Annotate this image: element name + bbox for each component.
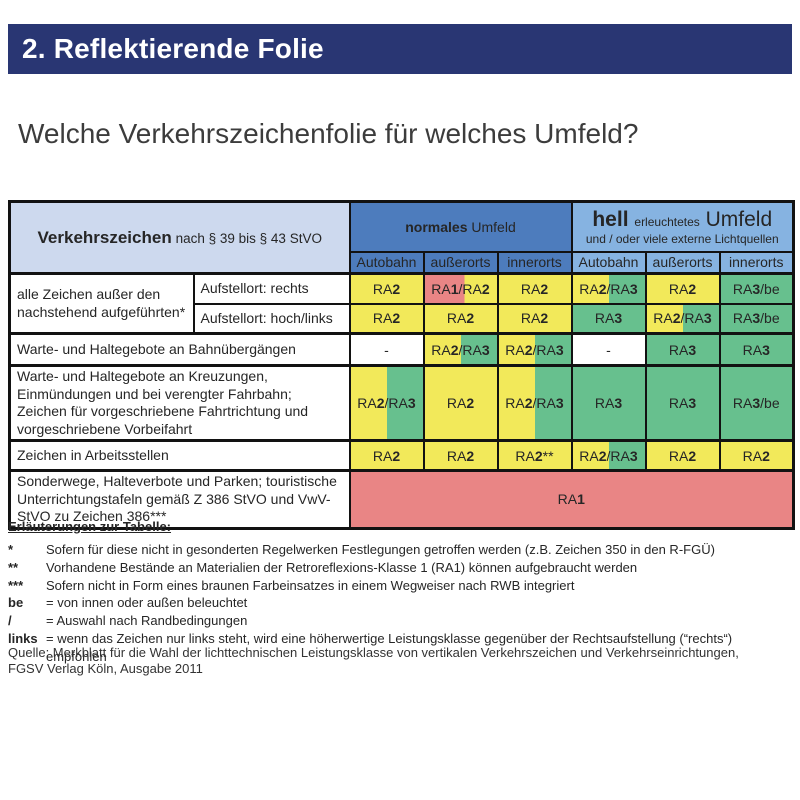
table-header-verkehrszeichen-rest: nach § 39 bis § 43 StVO (175, 230, 322, 246)
ra-cell: RA3/be (718, 272, 795, 305)
footnote-symbol: * (8, 542, 14, 557)
col-header-autobahn-hell: Autobahn (570, 250, 647, 275)
source-line2: FGSV Verlag Köln, Ausgabe 2011 (8, 661, 203, 676)
footnote-symbol: *** (8, 577, 24, 593)
footnote-item: / = Auswahl nach Randbedingungen (8, 612, 792, 630)
col-header-autobahn-normal: Autobahn (348, 250, 425, 275)
col-header-ausserorts-hell: außerorts (644, 250, 721, 275)
ra-cell: RA3/be (718, 302, 795, 335)
ra-cell: RA2 (348, 439, 425, 472)
normales-bold: normales (405, 218, 468, 235)
table-header-normales-umfeld: normales Umfeld (348, 200, 573, 253)
verkehrszeichen-folie-table: Verkehrszeichen nach § 39 bis § 43 StVO … (8, 200, 795, 530)
table-header-verkehrszeichen: Verkehrszeichen nach § 39 bis § 43 StVO (8, 200, 351, 275)
row-label-kreuzungen: Warte- und Haltegebote an Kreuzungen, Ei… (8, 364, 351, 442)
table-row: Zeichen in Arbeitsstellen RA2 RA2 RA2** … (8, 439, 795, 472)
row-label-arbeitsstellen: Zeichen in Arbeitsstellen (8, 439, 351, 472)
normales-rest: Umfeld (471, 218, 516, 235)
ra-cell: RA2 (348, 302, 425, 335)
footnote-text: Sofern nicht in Form eines braunen Farbe… (46, 577, 575, 593)
footnote-item: *** Sofern nicht in Form eines braunen F… (8, 577, 792, 595)
section-header-bar: 2. Reflektierende Folie (8, 24, 792, 74)
footnotes-heading: Erläuterungen zur Tabelle: (8, 519, 172, 534)
ra-cell: RA3/be (718, 364, 795, 442)
table-header-verkehrszeichen-bold: Verkehrszeichen (37, 227, 172, 247)
ra-cell: RA2 (644, 439, 721, 472)
section-title: 2. Reflektierende Folie (22, 33, 324, 64)
hell-mid: erleuchtetes (634, 214, 700, 229)
ra-cell: RA2 (422, 364, 499, 442)
footnote-text: Sofern für diese nicht in gesonderten Re… (46, 542, 715, 557)
col-header-innerorts-hell: innerorts (718, 250, 795, 275)
page-title: Welche Verkehrszeichenfolie für welches … (18, 118, 639, 149)
source-note: Quelle: Merkblatt für die Wahl der licht… (8, 645, 792, 677)
footnotes: Erläuterungen zur Tabelle: * Sofern für … (8, 519, 792, 666)
table-row: alle Zeichen außer den nachstehend aufge… (8, 272, 795, 335)
ra-cell: RA3 (718, 332, 795, 367)
ra-cell: RA2 (422, 302, 499, 335)
ra-cell: RA2 (496, 272, 573, 305)
ra-cell: - (348, 332, 425, 367)
ra-cell: RA3 (644, 332, 721, 367)
ra-cell: RA3 (570, 302, 647, 335)
row-label-sonderwege: Sonderwege, Halteverbote und Parken; tou… (8, 469, 351, 529)
footnote-symbol: links (8, 630, 38, 646)
table-row: Warte- und Haltegebote an Kreuzungen, Ei… (8, 364, 795, 442)
row-label-bahnuebergaenge: Warte- und Haltegebote an Bahnübergängen (8, 332, 351, 367)
subheader-row: Autobahn außerorts innerorts Autobahn au… (10, 250, 795, 275)
ra-cell: RA2** (496, 439, 573, 472)
ra-cell: RA2 (496, 302, 573, 335)
ra-cell: RA2/RA3 (496, 364, 573, 442)
footnote-text: = wenn das Zeichen nur links steht, wird… (46, 630, 733, 664)
row-label-aufstellort-hoch-links: Aufstellort: hoch/links (192, 302, 351, 335)
footnote-symbol: / (8, 613, 12, 629)
ra-cell: RA2 (348, 272, 425, 305)
footnote-text: Vorhandene Bestände an Materialien der R… (46, 559, 638, 575)
ra-cell: RA1/RA2 (422, 272, 499, 305)
footnote-item: links = wenn das Zeichen nur links steht… (8, 630, 792, 666)
footnote-text: = Auswahl nach Randbedingungen (46, 613, 248, 629)
ra-cell: RA3 (644, 364, 721, 442)
table-row: Aufstellort: hoch/links RA2 RA2 RA2 RA3 … (10, 302, 795, 335)
ra-cell: RA2/RA3 (348, 364, 425, 442)
source-line1: Quelle: Merkblatt für die Wahl der licht… (8, 645, 739, 660)
hell-header-line1: hell erleuchtetes Umfeld (579, 207, 787, 233)
footnote-text: = von innen oder außen beleuchtet (46, 595, 248, 611)
ra-cell: RA2/RA3 (570, 272, 647, 305)
row-label-alle-zeichen: alle Zeichen außer den nachstehend aufge… (8, 272, 195, 335)
ra-cell: RA2 (644, 272, 721, 305)
footnote-symbol: be (8, 595, 24, 611)
ra-cell: RA2 (718, 439, 795, 472)
ra-cell: RA1 (348, 469, 795, 529)
hell-rest: Umfeld (705, 207, 773, 231)
table-row: Warte- und Haltegebote an Bahnübergängen… (8, 332, 795, 367)
ra-cell: RA2/RA3 (496, 332, 573, 367)
ra-cell: RA2/RA3 (422, 332, 499, 367)
ra-cell: - (570, 332, 647, 367)
hell-bold: hell (592, 207, 629, 231)
footnote-item: * Sofern für diese nicht in gesonderten … (8, 541, 792, 559)
footnote-symbol: ** (8, 559, 19, 575)
ra-cell: RA2 (422, 439, 499, 472)
ra-cell: RA2/RA3 (570, 439, 647, 472)
ra-cell: RA3 (570, 364, 647, 442)
ra-cell: RA2/RA3 (644, 302, 721, 335)
col-header-ausserorts-normal: außerorts (422, 250, 499, 275)
table-row: Sonderwege, Halteverbote und Parken; tou… (8, 469, 795, 529)
footnote-item: ** Vorhandene Bestände an Materialien de… (8, 559, 792, 577)
col-header-innerorts-normal: innerorts (496, 250, 573, 275)
table-header-hell-umfeld: hell erleuchtetes Umfeld und / oder viel… (570, 200, 795, 253)
hell-header-line2: und / oder viele externe Lichtquellen (585, 231, 779, 246)
row-label-aufstellort-rechts: Aufstellort: rechts (192, 272, 351, 305)
footnote-item: be = von innen oder außen beleuchtet (8, 594, 792, 612)
